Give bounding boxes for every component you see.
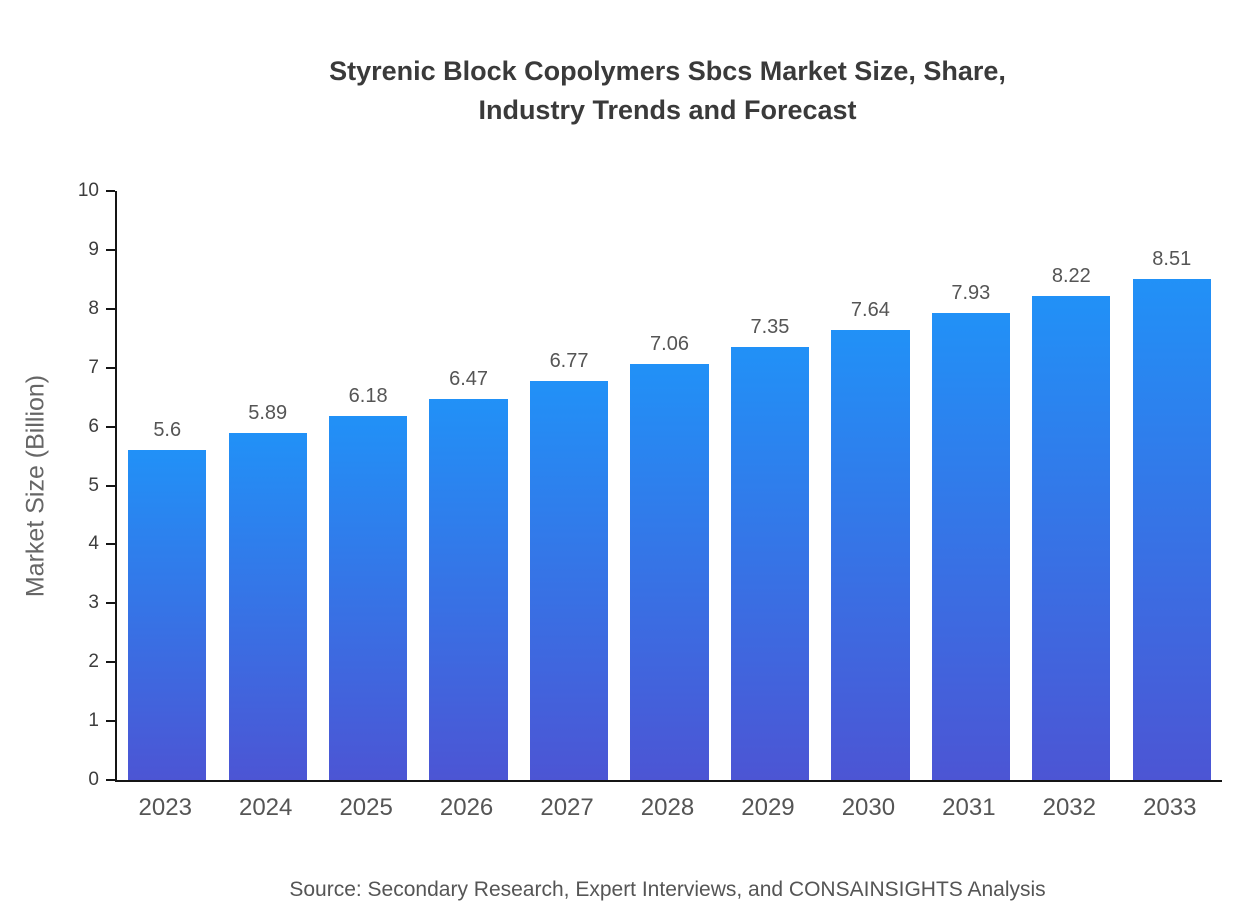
x-tick-label: 2024: [238, 794, 293, 821]
y-tick-label: 4: [88, 533, 99, 555]
x-tick-label: 2028: [640, 794, 695, 821]
y-tick-label: 2: [88, 651, 99, 673]
bar-slot: 5.89: [217, 191, 317, 780]
bar-value-label: 7.35: [750, 316, 790, 339]
chart-title-line-1: Styrenic Block Copolymers Sbcs Market Si…: [329, 56, 1006, 86]
y-tick-label: 9: [88, 238, 99, 260]
bar-slot: 6.77: [519, 191, 619, 780]
bar-slot: 5.6: [117, 191, 217, 780]
bar-slot: 8.51: [1122, 191, 1222, 780]
x-tick-label: 2031: [942, 794, 996, 821]
bar-value-label: 5.89: [248, 402, 288, 425]
y-tick-mark: [106, 602, 115, 605]
bar-slot: 7.93: [921, 191, 1021, 780]
y-tick-label: 6: [88, 415, 99, 437]
x-tick-label: 2033: [1143, 794, 1197, 821]
bars: 5.6 5.89 6.18 6.47 6.77 7.06 7.35 7.64 7.93 8.22 8…: [117, 191, 1222, 780]
y-tick-mark: [106, 484, 115, 487]
x-tick-label: 2029: [741, 794, 795, 821]
x-tick-label: 2027: [540, 794, 594, 821]
bar-slot: 7.35: [720, 191, 820, 780]
x-tick-label: 2025: [339, 794, 393, 821]
bar: 7.64: [831, 299, 910, 780]
bar-value-label: 7.93: [951, 281, 991, 304]
y-tick-mark: [106, 366, 115, 369]
y-tick-label: 1: [88, 710, 99, 732]
x-axis-labels: 2023 2024 2025 2026 2027 2028 2029 2030 2031 2032…: [115, 794, 1220, 822]
plot-area: 0 1 2 3 4 5 6 7 8 9 10 5.6 5.89 6.18 6.47 6.77 7.06 7.35…: [78, 180, 1222, 790]
bar-value-label: 6.18: [348, 385, 388, 407]
y-tick-mark: [106, 720, 115, 723]
y-ticks: 0 1 2 3 4 5 6 7 8 9 10: [78, 180, 1222, 790]
bar: 8.51: [1132, 248, 1211, 780]
y-tick-label: 5: [88, 474, 99, 496]
bar: 7.06: [630, 333, 709, 780]
bar-value-label: 6.47: [449, 367, 489, 390]
bar: 5.6: [128, 419, 207, 780]
y-tick-label: 3: [88, 592, 99, 614]
bar-slot: 7.64: [820, 191, 920, 780]
bar-value-label: 6.77: [549, 350, 589, 373]
y-tick-mark: [106, 779, 115, 781]
bar-value-label: 8.22: [1051, 264, 1091, 287]
x-tick-label: 2032: [1042, 794, 1096, 821]
y-axis-title: Market Size (Billion): [21, 374, 50, 598]
y-tick-mark: [106, 190, 115, 192]
y-tick-mark: [106, 307, 115, 310]
bar: 8.22: [1032, 265, 1111, 780]
bar-slot: 7.06: [619, 191, 719, 780]
chart-title: Styrenic Block Copolymers Sbcs Market Si…: [115, 52, 1220, 130]
bar: 7.93: [931, 282, 1011, 780]
y-tick-label: 7: [88, 356, 99, 378]
y-tick-label: 8: [88, 297, 99, 319]
bar-slot: 6.18: [318, 191, 418, 780]
chart-title-line-2: Industry Trends and Forecast: [478, 95, 857, 125]
y-tick-mark: [106, 543, 115, 546]
bar-value-label: 7.06: [650, 333, 689, 356]
bar: 6.77: [529, 350, 609, 780]
bar-slot: 8.22: [1021, 191, 1121, 780]
x-tick-label: 2023: [138, 794, 192, 821]
bar-value-label: 8.51: [1152, 247, 1192, 270]
bar: 6.47: [429, 368, 508, 780]
bar-value-label: 7.64: [850, 299, 890, 322]
y-tick-mark: [106, 425, 115, 428]
bar: 5.89: [228, 402, 307, 780]
x-tick-label: 2030: [841, 794, 896, 821]
bar: 7.35: [730, 316, 810, 780]
x-tick-label: 2026: [439, 794, 494, 821]
source-note: Source: Secondary Research, Expert Inter…: [289, 878, 1046, 901]
bar-slot: 6.47: [418, 191, 518, 780]
bar: 6.18: [328, 385, 408, 780]
y-tick-mark: [106, 661, 115, 664]
bar-value-label: 5.6: [153, 419, 182, 442]
y-tick-label: 10: [77, 180, 99, 201]
y-tick-mark: [106, 248, 115, 251]
y-tick-label: 0: [88, 769, 99, 790]
